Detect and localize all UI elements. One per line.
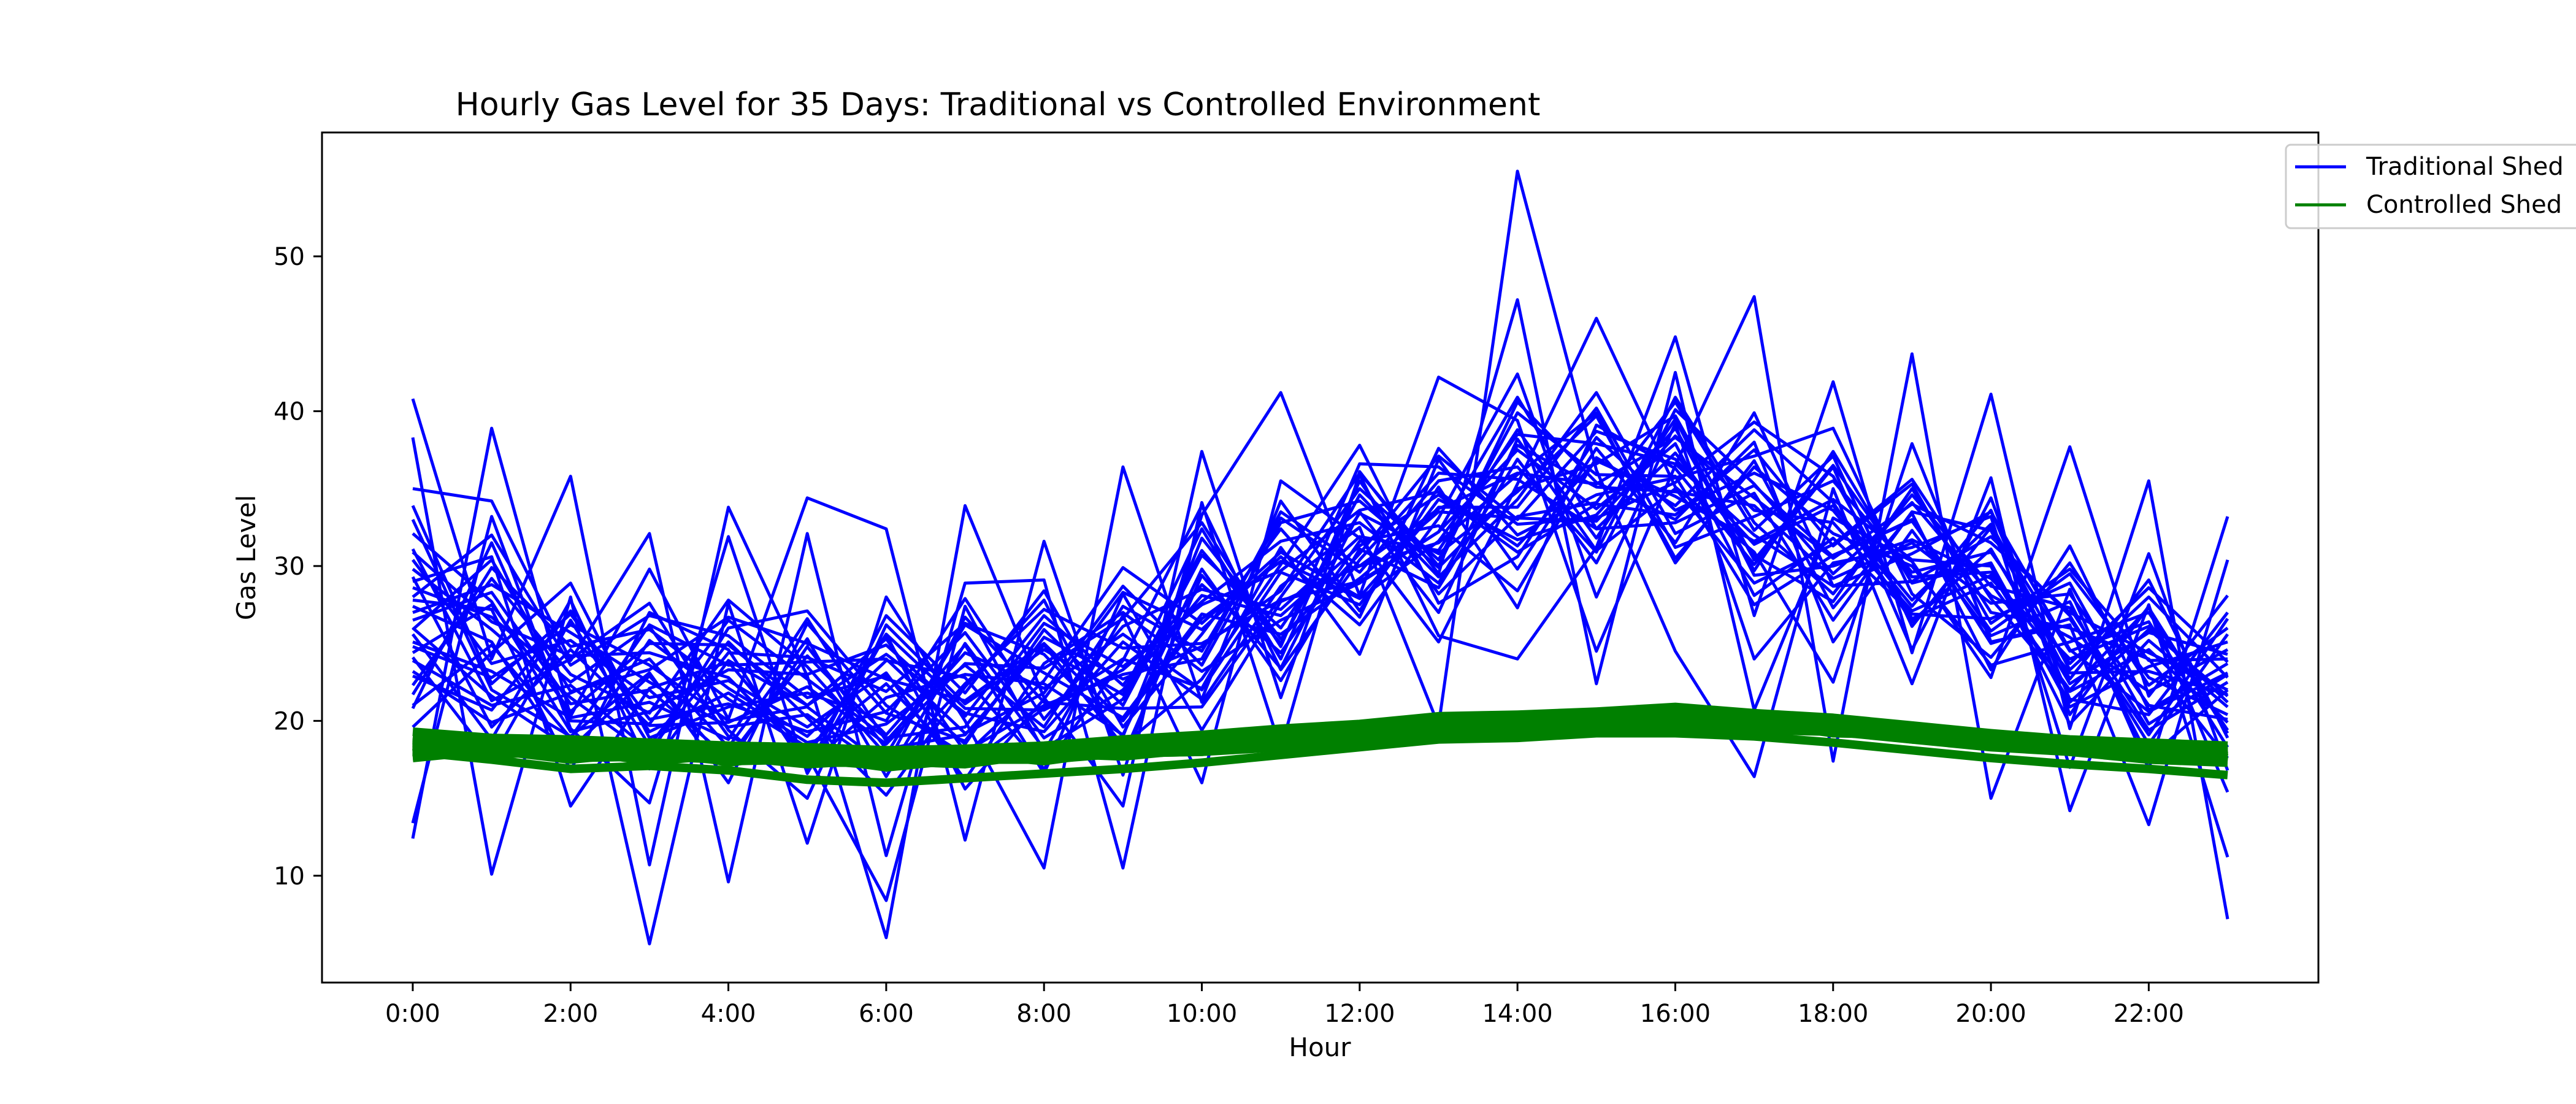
traditional-series-line-2 [411, 295, 2229, 842]
traditional-series-line-26 [412, 414, 2229, 746]
controlled-series-line-34 [412, 716, 2228, 764]
x-axis: 0:00 2:00 4:00 6:00 8:00 10:00 12:00 14:00 16:00… [385, 983, 2184, 1028]
y-axis: 10 20 30 40 50 [274, 243, 322, 891]
x-tick-label: 6:00 [859, 1000, 914, 1028]
x-tick-label: 14:00 [1482, 1000, 1552, 1028]
x-tick-label: 10:00 [1167, 1000, 1237, 1028]
plot-area [321, 131, 2320, 984]
traditional-series-line-30 [412, 396, 2229, 772]
traditional-series-line-34 [411, 420, 2229, 746]
traditional-series-line-5 [412, 316, 2229, 902]
y-axis-label: Gas Level [231, 495, 261, 620]
traditional-series-line-27 [412, 426, 2228, 743]
chart-title: Hourly Gas Level for 35 Days: Traditiona… [456, 86, 1541, 123]
x-tick-label: 4:00 [701, 1000, 756, 1028]
x-tick-label: 16:00 [1640, 1000, 1711, 1028]
legend-label-controlled: Controlled Shed [2366, 191, 2562, 219]
y-tick-label: 10 [274, 862, 305, 891]
x-tick-label: 20:00 [1955, 1000, 2026, 1028]
y-tick-label: 30 [274, 553, 305, 581]
x-axis-label: Hour [1289, 1032, 1351, 1062]
traditional-series-line-22 [412, 406, 2229, 757]
traditional-series-line-28 [412, 443, 2228, 758]
y-tick-label: 50 [274, 243, 305, 271]
traditional-series-line-29 [412, 429, 2229, 752]
y-tick-label: 20 [274, 707, 305, 735]
traditional-series-line-33 [412, 432, 2229, 723]
x-tick-label: 2:00 [543, 1000, 598, 1028]
x-tick-label: 22:00 [2114, 1000, 2184, 1028]
controlled-series-line-1 [412, 729, 2228, 788]
series-layer [411, 169, 2229, 946]
traditional-series-line-16 [412, 442, 2229, 781]
traditional-series-line-35 [412, 435, 2229, 754]
y-tick-label: 40 [274, 397, 305, 426]
x-tick-label: 8:00 [1016, 1000, 1071, 1028]
traditional-series-line-31 [412, 414, 2229, 740]
x-tick-label: 0:00 [385, 1000, 440, 1028]
legend-frame [2285, 144, 2576, 229]
legend-label-traditional: Traditional Shed [2366, 153, 2564, 181]
x-tick-label: 12:00 [1324, 1000, 1395, 1028]
x-tick-label: 18:00 [1798, 1000, 1868, 1028]
legend: Traditional Shed Controlled Shed [2285, 144, 2576, 229]
